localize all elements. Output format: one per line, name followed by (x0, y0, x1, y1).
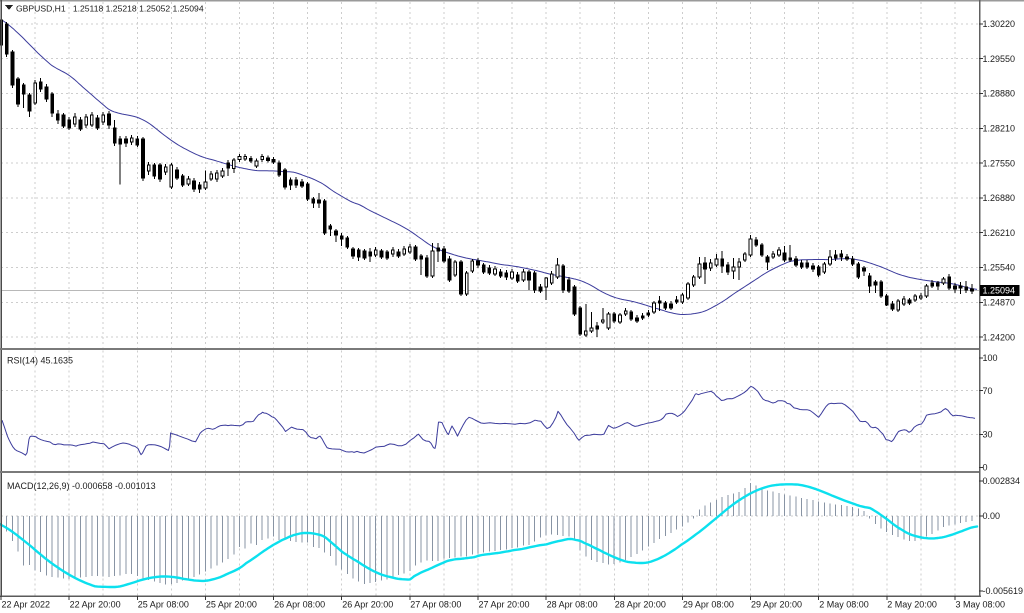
svg-text:29 Apr 20:00: 29 Apr 20:00 (751, 600, 802, 610)
svg-text:2 May 20:00: 2 May 20:00 (887, 600, 937, 610)
svg-text:1.27550: 1.27550 (983, 158, 1016, 168)
svg-text:28 Apr 20:00: 28 Apr 20:00 (615, 600, 666, 610)
svg-text:0: 0 (983, 463, 988, 473)
svg-text:29 Apr 08:00: 29 Apr 08:00 (683, 600, 734, 610)
svg-text:1.25540: 1.25540 (983, 263, 1016, 273)
svg-text:22 Apr 20:00: 22 Apr 20:00 (70, 600, 121, 610)
svg-text:27 Apr 20:00: 27 Apr 20:00 (479, 600, 530, 610)
svg-text:MACD(12,26,9) -0.000658 -0.001: MACD(12,26,9) -0.000658 -0.001013 (7, 481, 156, 491)
svg-text:25 Apr 08:00: 25 Apr 08:00 (138, 600, 189, 610)
svg-text:100: 100 (983, 353, 998, 363)
svg-text:26 Apr 08:00: 26 Apr 08:00 (274, 600, 325, 610)
svg-text:0.00: 0.00 (983, 511, 1001, 521)
svg-text:-0.005619: -0.005619 (983, 586, 1024, 596)
svg-text:27 Apr 08:00: 27 Apr 08:00 (410, 600, 461, 610)
svg-text:GBPUSD,H1 1.25118 1.25218 1.: GBPUSD,H1 1.25118 1.25218 1.25052 1.2509… (16, 4, 204, 14)
svg-text:3 May 08:00: 3 May 08:00 (956, 600, 1006, 610)
svg-text:RSI(14) 45.1635: RSI(14) 45.1635 (7, 356, 73, 366)
svg-text:0.002834: 0.002834 (983, 476, 1021, 486)
svg-text:1.28210: 1.28210 (983, 124, 1016, 134)
svg-text:26 Apr 20:00: 26 Apr 20:00 (342, 600, 393, 610)
svg-text:28 Apr 08:00: 28 Apr 08:00 (547, 600, 598, 610)
svg-text:25 Apr 20:00: 25 Apr 20:00 (206, 600, 257, 610)
svg-text:30: 30 (983, 430, 993, 440)
svg-text:1.24870: 1.24870 (983, 298, 1016, 308)
svg-text:1.26210: 1.26210 (983, 228, 1016, 238)
svg-text:22 Apr 2022: 22 Apr 2022 (2, 600, 51, 610)
svg-text:70: 70 (983, 386, 993, 396)
svg-text:1.29550: 1.29550 (983, 54, 1016, 64)
svg-text:1.30220: 1.30220 (983, 19, 1016, 29)
svg-text:1.28880: 1.28880 (983, 89, 1016, 99)
svg-text:1.25094: 1.25094 (983, 286, 1016, 296)
svg-text:1.26880: 1.26880 (983, 193, 1016, 203)
svg-text:2 May 08:00: 2 May 08:00 (819, 600, 869, 610)
svg-text:1.24200: 1.24200 (983, 332, 1016, 342)
